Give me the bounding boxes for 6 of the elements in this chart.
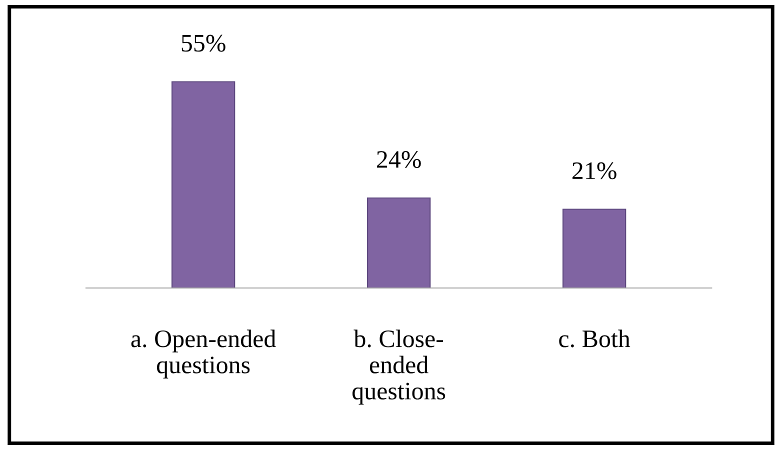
data-label: 24% — [377, 151, 421, 168]
x-tick-label: b. Close- ended questions — [352, 330, 446, 405]
x-tick-label: a. Open-ended questions — [131, 330, 276, 378]
data-label: 55% — [182, 34, 226, 52]
x-tick-label: c. Both — [559, 330, 630, 348]
data-label: 21% — [572, 162, 616, 180]
